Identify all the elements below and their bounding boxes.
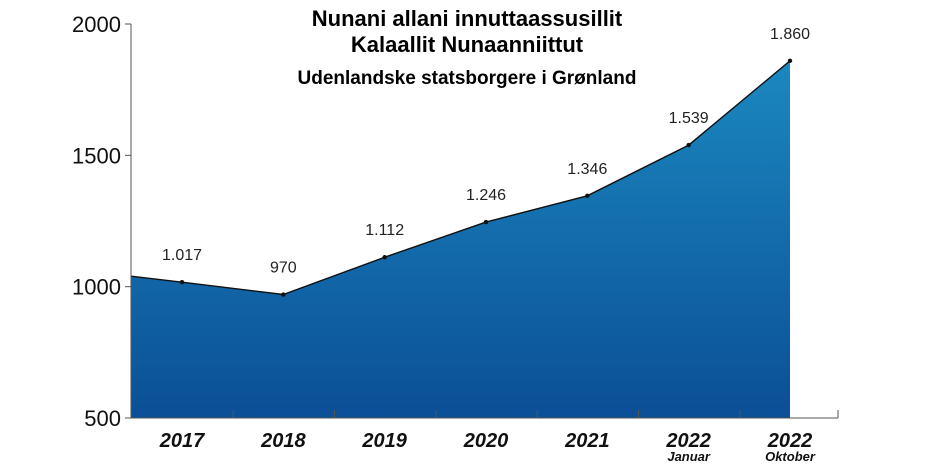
data-point bbox=[179, 280, 185, 285]
area-layer bbox=[130, 58, 793, 419]
data-label: 1.860 bbox=[770, 26, 810, 43]
x-tick-label: 2022 bbox=[665, 430, 711, 452]
data-label: 1.346 bbox=[567, 161, 607, 178]
x-tick-label: 2017 bbox=[159, 430, 205, 452]
data-point bbox=[382, 255, 387, 260]
y-tick-label: 1500 bbox=[72, 143, 121, 168]
x-tick-label: 2021 bbox=[564, 430, 610, 452]
x-tick-label: 2018 bbox=[260, 430, 306, 452]
data-point bbox=[686, 142, 691, 148]
chart-subtitle: Kalaallit Nunaanniittut bbox=[351, 32, 584, 57]
data-point bbox=[787, 58, 793, 63]
label-layer: 1.017 970 1.112 1.246 1.346 1.539 1.860 bbox=[162, 26, 810, 277]
x-tick-sublabel: Januar bbox=[667, 449, 711, 464]
data-label: 970 bbox=[270, 260, 297, 277]
chart-title: Nunani allani innuttaassusillit bbox=[312, 6, 623, 31]
data-label: 1.112 bbox=[365, 222, 404, 239]
x-tick-sublabel: Oktober bbox=[765, 449, 816, 464]
series-line bbox=[130, 60, 791, 296]
y-tick-label: 1000 bbox=[72, 275, 121, 300]
x-tick-label: 2022 bbox=[767, 430, 813, 452]
chart-subtitle-danish: Udenlandske statsborgere i Grønland bbox=[298, 68, 637, 89]
data-point bbox=[585, 193, 590, 198]
area-fill bbox=[131, 60, 790, 419]
data-point bbox=[483, 219, 489, 225]
data-label: 1.539 bbox=[669, 110, 709, 127]
x-tick-label: 2019 bbox=[361, 430, 407, 452]
y-tick-label: 500 bbox=[84, 406, 121, 431]
x-tick-label: 2020 bbox=[463, 430, 509, 452]
data-point bbox=[281, 292, 286, 297]
data-label: 1.017 bbox=[162, 247, 202, 264]
y-tick-label: 2000 bbox=[72, 12, 121, 37]
data-label: 1.246 bbox=[466, 187, 506, 204]
